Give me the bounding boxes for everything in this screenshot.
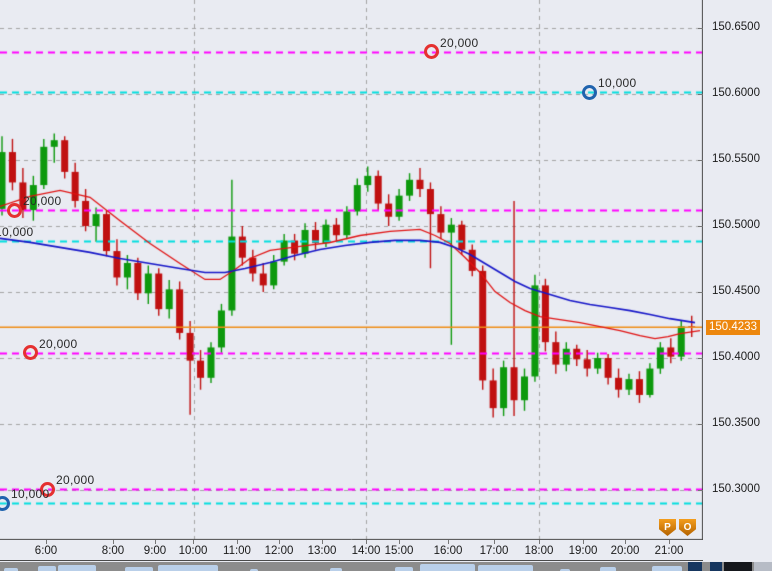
positions-button[interactable]: P	[659, 519, 676, 536]
price-axis-label: 150.5000	[712, 219, 760, 231]
order-amount-label: 10,000	[0, 224, 34, 239]
navigator-preview-blob	[420, 564, 475, 571]
time-axis-label: 6:00	[34, 545, 58, 557]
navigator-preview-blob	[125, 567, 153, 571]
orders-button[interactable]: O	[679, 519, 696, 536]
sell-order-marker[interactable]	[6, 202, 22, 218]
price-axis-label: 150.5500	[712, 153, 760, 165]
navigator-preview-blob	[250, 569, 258, 571]
navigator-preview-blob	[4, 568, 18, 571]
navigator-preview-blob	[395, 567, 413, 571]
time-axis-tick	[279, 540, 280, 544]
price-axis-tick	[698, 292, 703, 293]
time-axis-label: 20:00	[610, 545, 640, 557]
time-axis-tick	[448, 540, 449, 544]
navigator-strip[interactable]	[0, 562, 772, 571]
navigator-block[interactable]	[710, 562, 722, 571]
price-axis-tick	[698, 226, 703, 227]
price-axis-tick	[698, 424, 703, 425]
navigator-preview-blob	[600, 567, 616, 571]
price-axis-label: 150.4500	[712, 285, 760, 297]
buy-order-marker[interactable]	[0, 495, 10, 511]
price-axis-label: 150.6000	[712, 87, 760, 99]
price-axis-label: 150.4000	[712, 351, 760, 363]
time-axis-label: 21:00	[654, 545, 684, 557]
order-amount-label: 20,000	[56, 473, 95, 488]
time-axis-label: 10:00	[178, 545, 208, 557]
time-axis-tick	[237, 540, 238, 544]
time-axis[interactable]: 6:00 8:00 9:00 10:00 11:00 12:00 13:00 14:00 15:…	[0, 540, 703, 561]
time-axis-tick	[46, 540, 47, 544]
price-axis-tick	[698, 490, 703, 491]
price-axis-label: 150.6500	[712, 21, 760, 33]
navigator-preview-blob	[158, 565, 218, 571]
time-axis-label: 18:00	[524, 545, 554, 557]
time-axis-label: 16:00	[433, 545, 463, 557]
time-axis-label: 9:00	[143, 545, 167, 557]
time-axis-tick	[399, 540, 400, 544]
price-axis-tick	[698, 160, 703, 161]
order-amount-label: 10,000	[11, 487, 50, 502]
navigator-preview-blob	[58, 565, 96, 571]
time-axis-label: 15:00	[384, 545, 414, 557]
po-button-group: P O	[659, 519, 696, 536]
time-axis-label: 13:00	[307, 545, 337, 557]
sell-order-marker[interactable]	[423, 44, 439, 60]
navigator-preview-blob	[560, 569, 570, 571]
navigator-block[interactable]	[724, 562, 752, 571]
time-axis-tick	[366, 540, 367, 544]
current-price-badge: 150.4233	[706, 319, 760, 335]
navigator-preview-blob	[330, 568, 342, 571]
navigator-preview-blob	[38, 566, 56, 571]
time-axis-tick	[155, 540, 156, 544]
navigator-block[interactable]	[688, 562, 702, 571]
price-axis-tick	[698, 28, 703, 29]
sell-order-marker[interactable]	[39, 481, 55, 497]
buy-order-marker[interactable]	[581, 84, 597, 100]
time-axis-tick	[583, 540, 584, 544]
time-axis-tick	[193, 540, 194, 544]
time-axis-tick	[669, 540, 670, 544]
time-axis-label: 11:00	[223, 545, 251, 557]
sell-order-marker[interactable]	[22, 345, 38, 361]
time-axis-label: 17:00	[479, 545, 509, 557]
navigator-block[interactable]	[754, 562, 772, 571]
price-axis[interactable]: 150.4233 150.6500 150.6000 150.5500 150.500…	[698, 0, 772, 540]
navigator-preview-blob	[478, 565, 533, 571]
time-axis-tick	[539, 540, 540, 544]
order-amount-label: 10,000	[598, 76, 637, 91]
time-axis-label: 12:00	[264, 545, 294, 557]
order-amount-label: 20,000	[440, 35, 479, 50]
time-axis-label: 19:00	[568, 545, 598, 557]
order-amount-label: 20,000	[23, 194, 62, 209]
time-axis-label: 8:00	[101, 545, 125, 557]
price-axis-label: 150.3500	[712, 417, 760, 429]
time-axis-tick	[322, 540, 323, 544]
order-amount-label: 20,000	[39, 336, 78, 351]
time-axis-tick	[625, 540, 626, 544]
time-axis-tick	[494, 540, 495, 544]
time-axis-label: 14:00	[351, 545, 381, 557]
time-axis-tick	[113, 540, 114, 544]
chart-plot-area[interactable]: 20,000 10,000 20,000 10,000 20,000 20,000 10,0…	[0, 0, 703, 540]
price-axis-label: 150.3000	[712, 483, 760, 495]
price-axis-tick	[698, 358, 703, 359]
price-axis-tick	[698, 94, 703, 95]
navigator-preview-blob	[652, 566, 682, 571]
